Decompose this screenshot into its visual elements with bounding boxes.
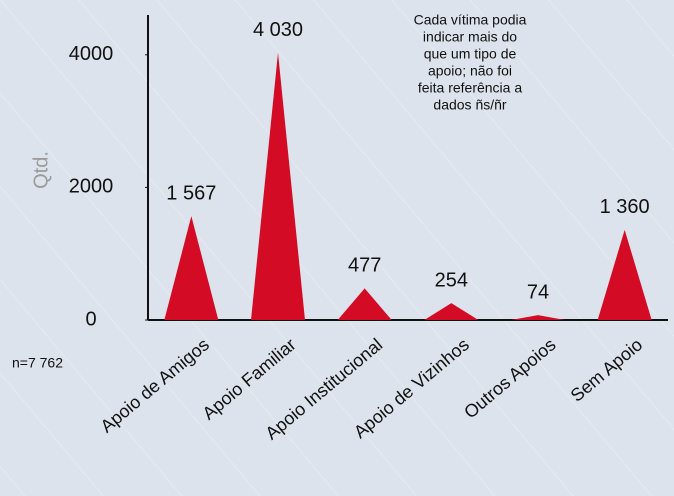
y-tick-label: 0 [85, 308, 96, 330]
y-axis-label: Qtd. [30, 151, 52, 189]
value-label: 4 030 [253, 19, 303, 41]
annotation: feita referência a [418, 80, 522, 96]
value-label: 1 567 [166, 182, 216, 204]
y-tick-label: 4000 [69, 43, 114, 65]
bar [597, 229, 652, 320]
annotation: dados ñs/ñr [433, 97, 506, 113]
value-label: 477 [348, 255, 381, 277]
bar [511, 315, 565, 320]
annotation: indicar mais do [423, 29, 517, 45]
annotation: Cada vítima podia [414, 12, 527, 28]
bar [424, 303, 479, 320]
y-tick-label: 2000 [69, 176, 114, 198]
note: n=7 762 [12, 355, 63, 371]
annotation: apoio; não foi [428, 63, 512, 79]
bar [164, 216, 219, 320]
value-label: 254 [435, 269, 468, 291]
annotation: que um tipo de [424, 46, 517, 62]
bar [337, 288, 392, 320]
value-label: 1 360 [600, 196, 650, 218]
bar [251, 52, 305, 320]
value-label: 74 [527, 281, 549, 303]
